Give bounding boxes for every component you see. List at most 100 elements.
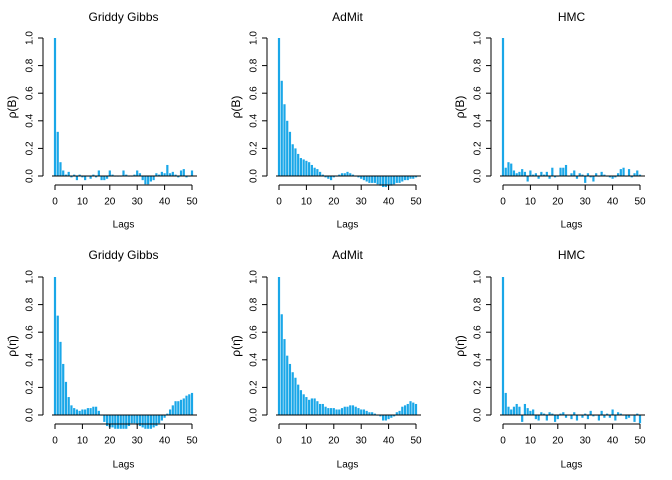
acf-bar xyxy=(384,176,387,188)
acf-bar xyxy=(616,173,620,176)
acf-bar xyxy=(332,408,335,415)
acf-bar xyxy=(114,415,117,429)
acf-bar xyxy=(584,176,587,183)
acf-bar xyxy=(190,170,194,176)
acf-bar xyxy=(302,394,305,415)
acf-bar xyxy=(627,169,631,176)
acf-bar xyxy=(551,167,554,176)
acf-bar xyxy=(614,415,617,421)
acf-bar xyxy=(152,176,155,181)
acf-bar xyxy=(581,174,584,176)
acf-bar xyxy=(627,415,631,418)
acf-bar xyxy=(340,408,344,415)
acf-bar xyxy=(321,174,324,176)
acf-panel-2: AdMit 0.0 0.2 0.4 0.6 0.8 1.0 ρ(B) 0 10 20 30 40 50 La… xyxy=(229,10,422,230)
acf-bar xyxy=(62,170,65,176)
acf-bar xyxy=(597,415,600,421)
acf-bar xyxy=(376,176,379,185)
acf-bar xyxy=(562,412,565,415)
acf-bar xyxy=(371,412,374,415)
acf-bar xyxy=(384,415,387,421)
acf-bar xyxy=(286,120,289,176)
acf-bar xyxy=(351,174,355,176)
acf-bar xyxy=(332,176,335,178)
x-tick-label: 30 xyxy=(580,436,592,447)
acf-bar xyxy=(573,170,576,176)
acf-bar xyxy=(56,131,59,176)
acf-bar xyxy=(294,148,297,176)
y-tick-label: 0.2 xyxy=(473,141,484,155)
acf-bar xyxy=(625,415,628,420)
acf-bar xyxy=(600,171,603,176)
acf-bar xyxy=(95,176,98,178)
x-tick-label: 40 xyxy=(159,436,171,447)
acf-bar xyxy=(277,38,281,176)
acf-bar xyxy=(365,176,368,182)
x-axis-label: Lags xyxy=(561,460,583,471)
acf-bar xyxy=(392,176,396,185)
x-tick-label: 10 xyxy=(301,197,313,208)
acf-bar xyxy=(362,176,366,181)
acf-bar xyxy=(324,176,327,178)
acf-bar xyxy=(75,176,79,181)
x-tick-label: 50 xyxy=(186,436,198,447)
x-tick-label: 40 xyxy=(607,436,619,447)
acf-bar xyxy=(70,176,73,178)
acf-bar xyxy=(608,176,611,178)
acf-bar xyxy=(297,384,300,415)
acf-bar xyxy=(340,173,344,176)
acf-bar xyxy=(351,405,355,415)
acf-bar xyxy=(59,341,62,415)
acf-bar xyxy=(133,174,136,176)
acf-bar xyxy=(149,176,152,182)
acf-bar xyxy=(338,174,341,176)
acf-bar xyxy=(92,174,95,176)
y-axis-label: ρ(B) xyxy=(229,96,243,119)
x-tick-label: 10 xyxy=(77,197,89,208)
acf-bar xyxy=(611,409,614,415)
acf-bar xyxy=(346,406,349,415)
acf-bar xyxy=(414,403,418,415)
acf-bar xyxy=(611,176,614,179)
acf-bar xyxy=(81,409,84,415)
acf-bar xyxy=(291,372,294,415)
acf-bar xyxy=(534,415,537,420)
x-tick-label: 30 xyxy=(132,197,144,208)
acf-bar xyxy=(168,409,172,415)
acf-bar xyxy=(297,153,300,176)
x-tick-label: 0 xyxy=(276,197,282,208)
acf-bar xyxy=(185,176,188,178)
acf-bar xyxy=(177,401,180,415)
panel-title: AdMit xyxy=(332,248,363,262)
acf-bar xyxy=(636,413,639,415)
acf-bar xyxy=(616,412,620,415)
acf-bar xyxy=(512,406,516,415)
acf-bar xyxy=(171,405,174,415)
acf-bar xyxy=(606,413,609,415)
acf-bar xyxy=(108,170,111,176)
acf-bar xyxy=(329,408,333,415)
acf-bar xyxy=(280,80,283,176)
acf-bar xyxy=(507,406,510,415)
acf-bar xyxy=(155,415,158,427)
acf-bar xyxy=(395,412,398,415)
acf-bar xyxy=(305,160,308,176)
acf-bar xyxy=(160,415,163,421)
y-tick-label: 0.8 xyxy=(473,297,484,311)
acf-bar xyxy=(53,277,57,415)
acf-bar xyxy=(529,410,532,415)
acf-bar xyxy=(545,415,548,421)
x-tick-label: 0 xyxy=(52,436,58,447)
y-tick-label: 1.0 xyxy=(249,31,260,45)
x-tick-label: 0 xyxy=(500,197,506,208)
acf-bar xyxy=(155,173,158,176)
acf-bar xyxy=(619,169,622,176)
acf-bar xyxy=(398,410,401,415)
acf-bar xyxy=(100,176,103,181)
x-tick-label: 10 xyxy=(301,436,313,447)
acf-bar xyxy=(310,398,313,415)
acf-bar xyxy=(562,167,565,176)
acf-bar xyxy=(122,415,125,429)
x-tick-label: 40 xyxy=(607,197,619,208)
acf-bar xyxy=(316,169,319,176)
